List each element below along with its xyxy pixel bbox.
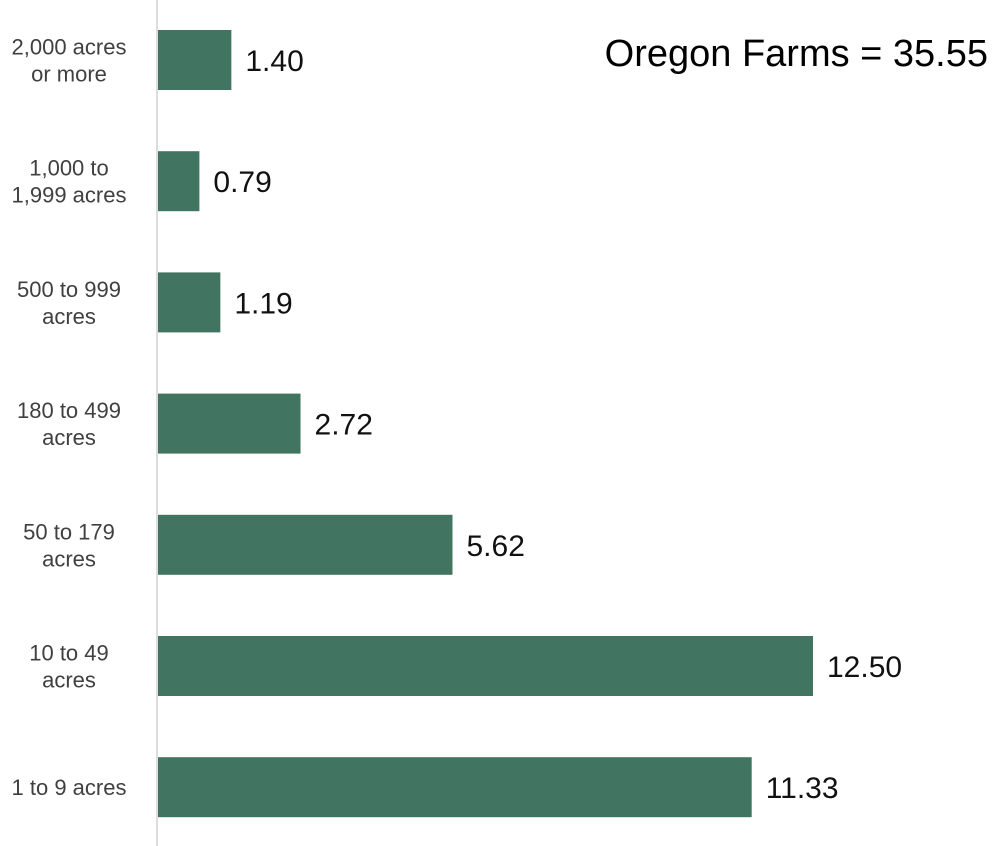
category-label-5: 10 to 49 acres — [29, 641, 109, 693]
value-label-1: 0.79 — [213, 166, 271, 199]
category-label-line: 500 to 999 — [17, 277, 121, 302]
bar-1 — [158, 151, 200, 212]
category-label-2: 500 to 999 acres — [17, 277, 121, 329]
bar-3 — [158, 393, 301, 454]
value-label-4: 5.62 — [466, 530, 524, 563]
category-label-0: 2,000 acres or more — [12, 35, 127, 87]
bar-5 — [158, 636, 813, 696]
value-label-0: 1.40 — [245, 45, 303, 78]
value-label-5: 12.50 — [827, 651, 902, 684]
bars-group — [158, 30, 813, 818]
value-label-3: 2.72 — [315, 409, 373, 442]
category-label-line: acres — [42, 304, 96, 329]
category-label-3: 180 to 499 acres — [17, 398, 121, 450]
bar-0 — [158, 30, 232, 90]
bar-6 — [158, 757, 752, 818]
category-label-6: 1 to 9 acres — [12, 775, 127, 800]
value-label-2: 1.19 — [234, 287, 292, 320]
category-label-line: 1 to 9 acres — [12, 775, 127, 800]
category-label-line: 1,999 acres — [12, 183, 127, 208]
category-label-1: 1,000 to 1,999 acres — [12, 156, 127, 208]
category-labels-group: 2,000 acres or more 1,000 to 1,999 acres 500… — [12, 35, 127, 801]
category-label-line: 1,000 to — [29, 156, 109, 181]
category-label-line: 180 to 499 — [17, 398, 121, 423]
category-label-line: 2,000 acres — [12, 35, 127, 60]
bar-2 — [158, 272, 221, 333]
category-label-4: 50 to 179 acres — [23, 519, 115, 571]
category-label-line: or more — [31, 62, 107, 87]
value-label-6: 11.33 — [766, 772, 839, 805]
category-label-line: acres — [42, 546, 96, 571]
category-label-line: acres — [42, 425, 96, 450]
category-label-line: 10 to 49 — [29, 641, 109, 666]
category-label-line: 50 to 179 — [23, 519, 115, 544]
value-labels-group: 1.40 0.79 1.19 2.72 5.62 12.50 11.33 — [213, 45, 902, 805]
bar-4 — [158, 514, 453, 575]
category-label-line: acres — [42, 668, 96, 693]
chart-title: Oregon Farms = 35.55 — [605, 33, 988, 75]
